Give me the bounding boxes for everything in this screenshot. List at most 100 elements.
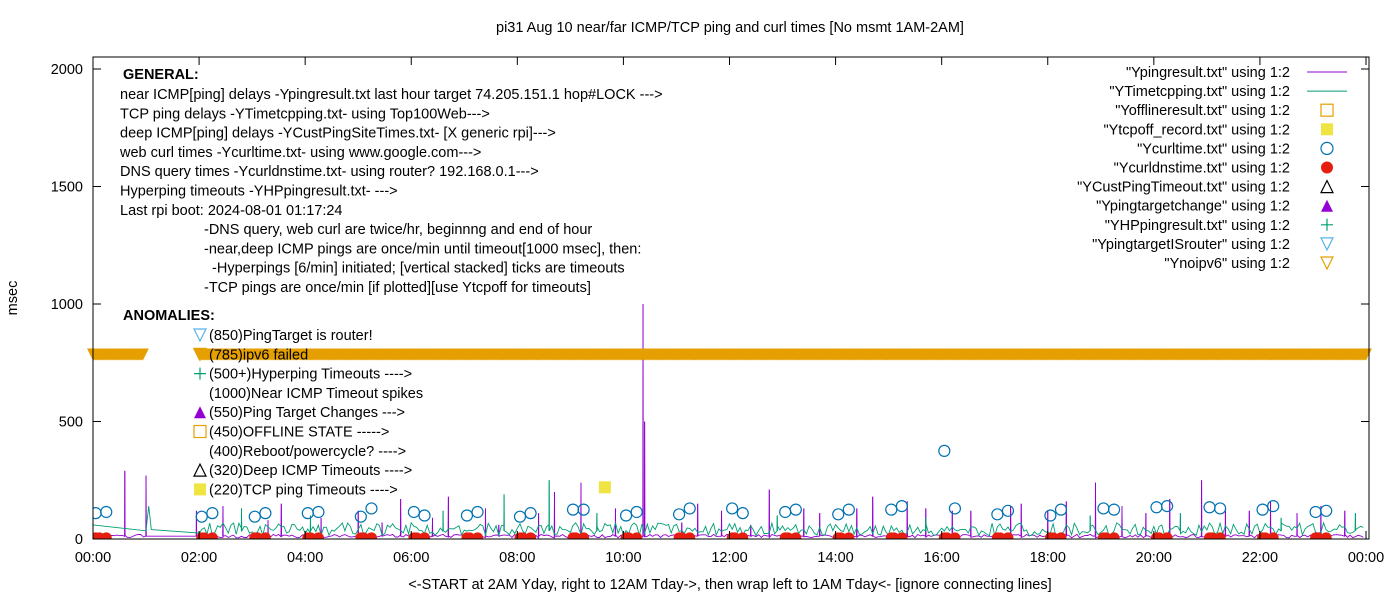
legend-label: "Yofflineresult.txt" using 1:2	[1115, 103, 1290, 119]
curltime-point	[630, 505, 643, 519]
anomaly-marker	[193, 424, 207, 439]
curltime-point	[259, 507, 272, 520]
curltime-point	[1054, 503, 1068, 516]
curltime-point	[1309, 505, 1322, 519]
anomaly-text: (550)Ping Target Changes --->	[209, 405, 405, 421]
x-tick-label: 02:00	[181, 550, 217, 566]
anomaly-marker	[193, 347, 207, 362]
curldns-point	[259, 532, 271, 539]
curldns-point	[472, 532, 484, 539]
note-line: -near,deep ICMP pings are once/min until…	[204, 241, 641, 257]
curltime-point	[683, 502, 696, 515]
x-tick-label: 04:00	[287, 550, 323, 566]
general-line: Hyperping timeouts -YHPpingresult.txt- -…	[120, 184, 398, 200]
x-tick-label: 16:00	[924, 550, 960, 566]
x-tick-label: 12:00	[711, 550, 747, 566]
curltime-point	[895, 500, 908, 513]
curltime-point	[301, 507, 314, 520]
curltime-point	[471, 505, 484, 519]
legend-marker	[1320, 103, 1334, 117]
general-line: TCP ping delays -YTimetcpping.txt- using…	[120, 106, 490, 122]
general-annotation: GENERAL: near ICMP[ping] delays -Ypingres…	[119, 67, 663, 296]
legend-label: "Ycurltime.txt" using 1:2	[1137, 141, 1290, 157]
curldns-point	[419, 532, 431, 539]
x-tick-label: 20:00	[1136, 550, 1172, 566]
anomalies-annotation: ANOMALIES: (850)PingTarget is router! (785…	[123, 308, 423, 498]
curldns-point	[1161, 532, 1173, 539]
curltime-point	[577, 503, 590, 516]
anomaly-text: (850)PingTarget is router!	[209, 328, 373, 344]
curltime-point	[93, 507, 102, 520]
curldns-point	[1108, 532, 1120, 539]
curltime-point	[832, 508, 845, 521]
general-line: near ICMP[ping] delays -Ypingresult.txt …	[120, 87, 663, 103]
curltime-point	[885, 503, 898, 516]
legend-marker	[1321, 161, 1333, 174]
legend-label: "YCustPingTimeout.txt" using 1:2	[1077, 180, 1290, 196]
anomaly-marker	[194, 483, 206, 496]
curltime-point	[566, 503, 580, 516]
note-line: -Hyperpings [6/min] initiated; [vertical…	[204, 261, 625, 277]
curltime-point	[1267, 500, 1280, 513]
curltime-point	[460, 509, 474, 522]
legend-label: "Ycurldnstime.txt" using 1:2	[1114, 161, 1290, 177]
curltime-point	[1044, 509, 1057, 522]
tcpoff-point	[598, 481, 611, 494]
curldns-point	[631, 532, 643, 539]
anomaly-text: (450)OFFLINE STATE ----->	[209, 425, 389, 441]
curltime-point	[1256, 503, 1269, 516]
x-tick-label: 08:00	[499, 550, 535, 566]
curltime-point	[513, 510, 527, 523]
legend-marker	[1320, 256, 1334, 271]
x-tick-label: 14:00	[817, 550, 853, 566]
curltime-point	[418, 509, 431, 522]
legend-label: "Ypingresult.txt" using 1:2	[1126, 65, 1290, 81]
curldns-point	[1002, 532, 1014, 539]
curltime-point	[1097, 502, 1110, 515]
curltime-point	[789, 503, 802, 516]
legend-label: "YpingtargetISrouter" using 1:2	[1092, 237, 1290, 253]
curltime-point	[1001, 504, 1015, 517]
legend-marker	[1320, 179, 1334, 194]
curltime-point	[938, 444, 951, 457]
y-tick-label: 2000	[51, 62, 83, 78]
curldns-point	[790, 532, 802, 539]
curldns-point	[737, 532, 749, 539]
legend-marker	[1321, 218, 1333, 231]
x-tick-label: 22:00	[1242, 550, 1278, 566]
curltime-point	[1203, 501, 1216, 514]
y-tick-label: 1500	[51, 180, 83, 196]
anomaly-text: (220)TCP ping Timeouts ---->	[209, 482, 398, 498]
noipv6-point	[136, 348, 149, 361]
curltime-point	[312, 505, 325, 519]
curltime-point	[195, 510, 208, 523]
curltime-point	[673, 508, 686, 521]
curldns-point	[1320, 532, 1332, 539]
anomaly-marker	[193, 462, 207, 477]
chart-title: pi31 Aug 10 near/far ICMP/TCP ping and c…	[496, 20, 964, 36]
legend-marker	[1321, 199, 1333, 212]
anomaly-text: (1000)Near ICMP Timeout spikes	[209, 386, 423, 402]
curltime-point	[779, 505, 792, 519]
x-tick-label: 00:00	[75, 550, 111, 566]
curltime-point	[619, 509, 633, 522]
anomaly-marker	[194, 367, 206, 380]
curldns-point	[365, 532, 377, 539]
curltime-point	[1160, 500, 1174, 513]
x-tick-label: 00:00	[1348, 550, 1384, 566]
x-tick-label: 10:00	[605, 550, 641, 566]
curldns-point	[1214, 532, 1226, 539]
curltime-point	[206, 507, 219, 520]
legend-marker	[1321, 123, 1333, 136]
legend: "Ypingresult.txt" using 1:2 "YTimetcpping…	[1077, 65, 1347, 272]
curldns-point	[578, 532, 590, 539]
general-line: web curl times -Ycurltime.txt- using www…	[119, 145, 481, 161]
legend-marker	[1320, 141, 1334, 155]
curltime-point	[736, 507, 749, 520]
legend-label: "YTimetcpping.txt" using 1:2	[1109, 84, 1290, 100]
anomaly-text: (320)Deep ICMP Timeouts ---->	[209, 463, 412, 479]
curldns-point	[100, 532, 112, 539]
noipv6-markers	[87, 348, 1372, 361]
x-tick-label: 18:00	[1030, 550, 1066, 566]
curltime-point	[726, 502, 739, 515]
